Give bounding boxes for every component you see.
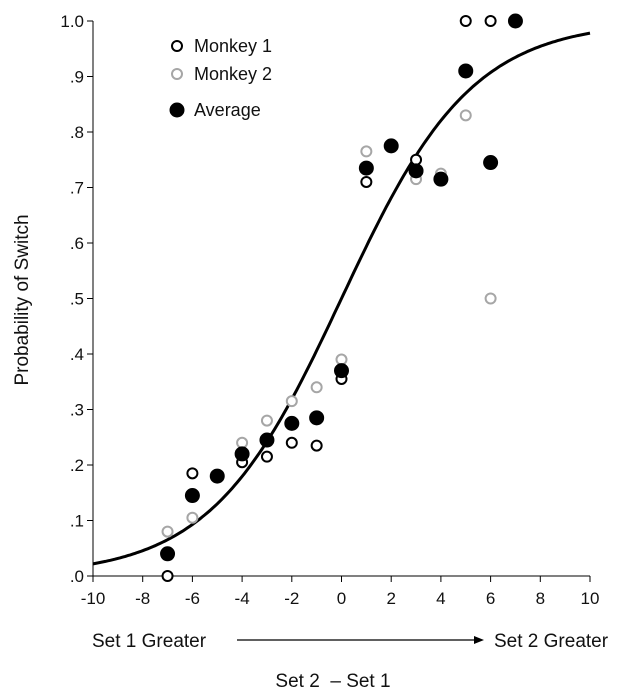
legend-label: Average [194, 100, 261, 120]
data-point-series-1 [360, 175, 373, 188]
data-point-series-3 [309, 410, 325, 426]
legend-marker [171, 40, 183, 52]
axes: .0 .1 .2 .3 .4 .5 .6 .7 .8 .9 1.0 -10 -8 -6 -4 -2 0 2 4 6 8 1… [60, 12, 599, 608]
data-point-series-3 [184, 488, 200, 504]
x-tick-label: 2 [386, 589, 395, 608]
legend-marker [169, 102, 185, 118]
y-tick-label: .3 [70, 401, 84, 420]
data-point-series-2 [260, 414, 273, 427]
legend: Monkey 1 Monkey 2 Average [169, 36, 272, 120]
fit-curve [92, 31, 591, 566]
data-point-series-3 [334, 363, 349, 379]
data-point-series-1 [260, 450, 273, 463]
legend-marker [171, 68, 183, 80]
data-point-series-3 [284, 415, 300, 431]
y-tick-label: .2 [70, 456, 84, 475]
legend-label: Monkey 2 [194, 64, 272, 84]
x-tick-label: -10 [81, 589, 106, 608]
data-point-series-1 [285, 436, 298, 449]
data-point-series-2 [459, 109, 472, 122]
x-tick-label: 0 [337, 589, 346, 608]
data-point-series-2 [335, 353, 348, 366]
y-tick-label: .7 [70, 179, 84, 198]
data-point-series-3 [234, 446, 250, 462]
legend-label: Monkey 1 [194, 36, 272, 56]
x-tick-label: 4 [436, 589, 445, 608]
y-tick-label: .1 [70, 512, 84, 531]
data-point-series-2 [161, 525, 174, 538]
y-tick-label: .9 [70, 68, 84, 87]
data-point-series-2 [285, 395, 298, 408]
fit-curve-layer [92, 31, 591, 566]
x-axis-title: Set 2 – Set 1 [275, 671, 390, 692]
x-tick-label: -6 [185, 589, 200, 608]
data-point-series-3 [383, 138, 399, 154]
direction-label-left: Set 1 Greater [92, 631, 207, 652]
data-point-series-2 [236, 436, 249, 449]
data-point-series-3 [483, 155, 499, 171]
x-tick-label: 8 [536, 589, 545, 608]
data-point-series-1 [310, 439, 323, 452]
data-point-series-1 [459, 15, 472, 27]
y-tick-label: .5 [70, 290, 84, 309]
x-tick-label: 10 [581, 589, 600, 608]
data-point-series-3 [408, 163, 424, 179]
direction-arrow-head [474, 636, 484, 644]
y-tick-label: .4 [70, 345, 84, 364]
data-point-series-1 [410, 153, 423, 166]
y-tick-label: .6 [70, 234, 84, 253]
y-axis-title: Probability of Switch [12, 214, 33, 385]
data-point-series-1 [484, 15, 497, 27]
data-point-series-2 [484, 292, 497, 305]
data-point-series-3 [433, 171, 449, 187]
y-tick-label: 1.0 [60, 12, 84, 31]
x-tick-label: -4 [235, 589, 250, 608]
data-point-series-3 [209, 468, 225, 484]
data-point-series-3 [458, 63, 474, 79]
data-point-series-3 [358, 160, 374, 176]
y-tick-label: .0 [70, 567, 84, 586]
data-point-series-2 [310, 381, 323, 394]
x-tick-label: 6 [486, 589, 495, 608]
data-point-series-3 [259, 432, 275, 448]
data-point-series-3 [160, 546, 176, 562]
data-point-series-1 [186, 467, 199, 480]
data-point-series-2 [360, 145, 373, 158]
data-point-series-2 [186, 511, 199, 524]
data-point-series-3 [507, 13, 523, 29]
direction-label-right: Set 2 Greater [494, 631, 609, 652]
data-points-layer [160, 13, 523, 582]
data-point-series-1 [161, 570, 174, 582]
x-tick-label: -8 [135, 589, 150, 608]
y-tick-label: .8 [70, 123, 84, 142]
x-tick-label: -2 [284, 589, 299, 608]
